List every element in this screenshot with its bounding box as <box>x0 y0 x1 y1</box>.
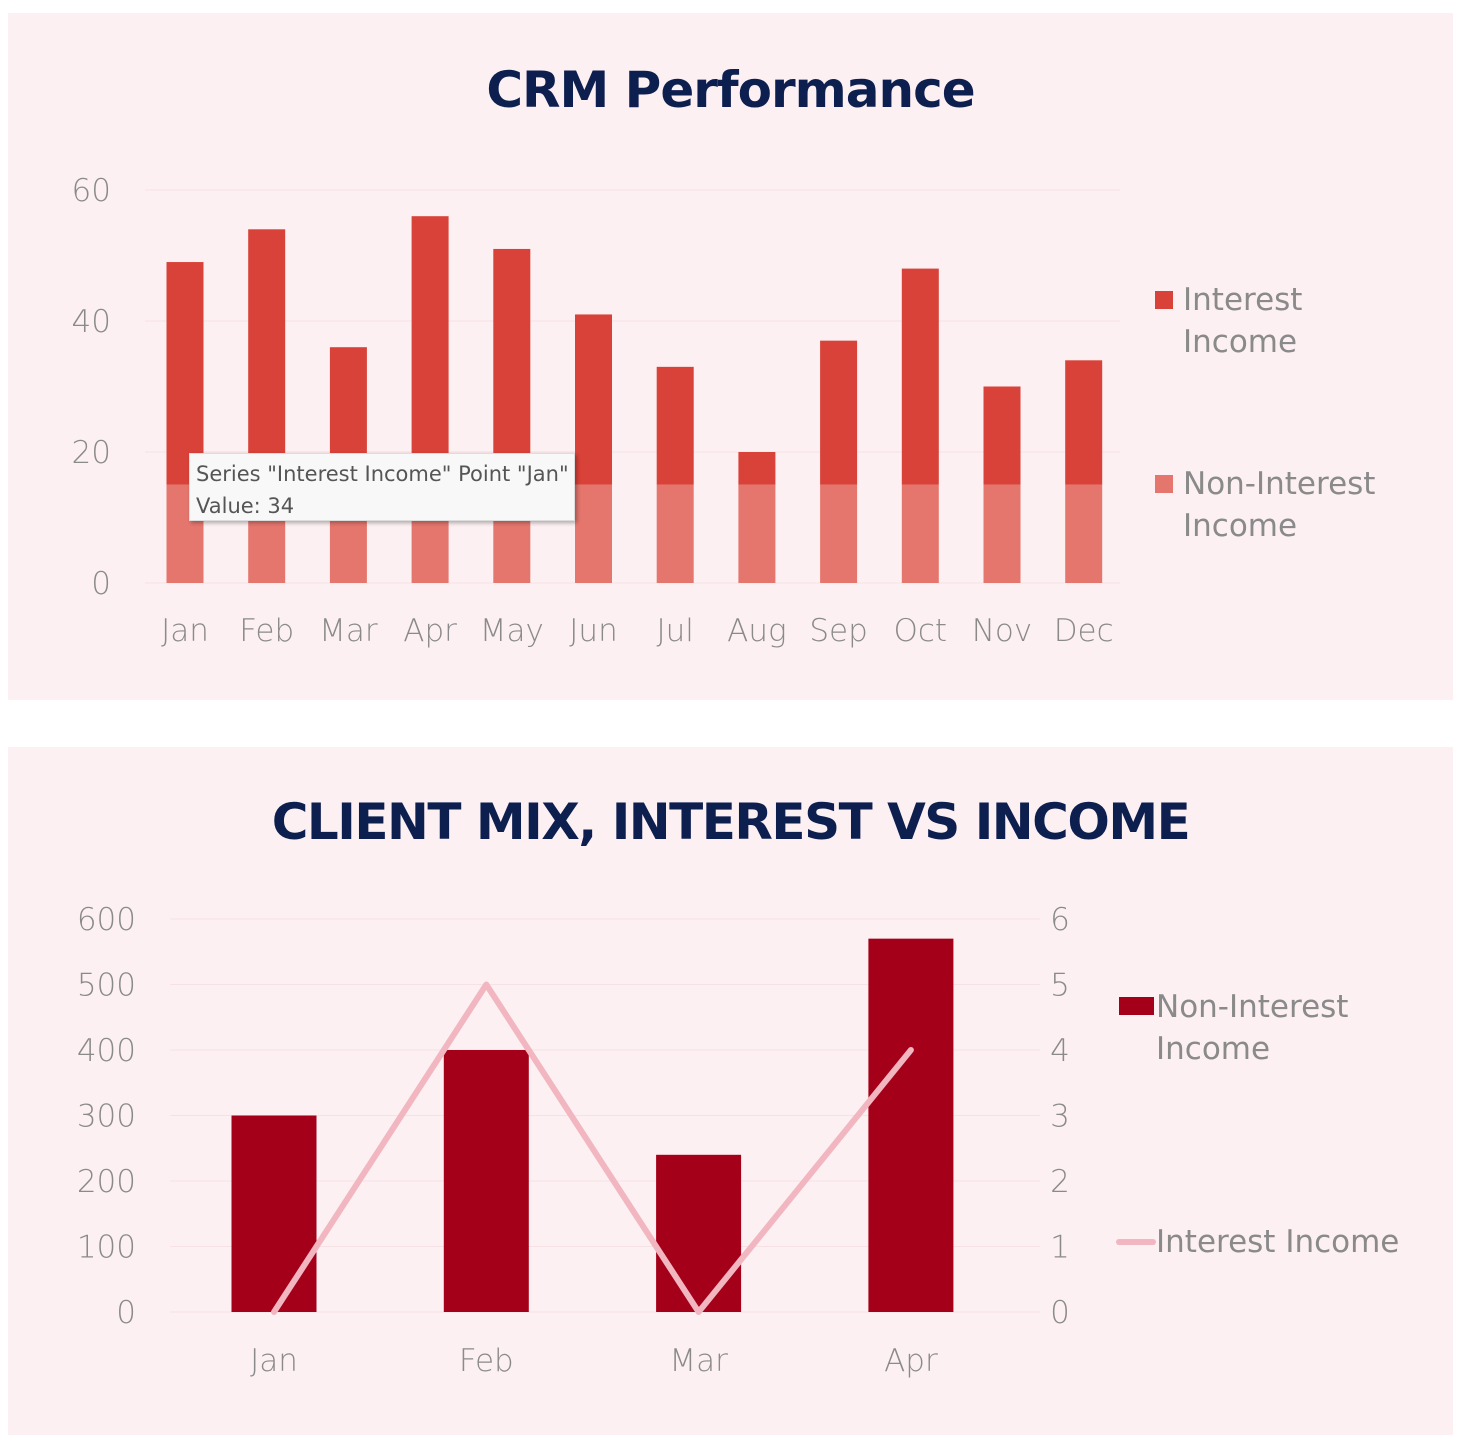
client-mix-chart: 0 100 200 300 400 500 600 0 1 2 3 4 5 6 Jan Feb Mar Apr <box>77 902 1070 1379</box>
y-left-tick-label: 100 <box>77 1230 136 1266</box>
y-left-tick-label: 0 <box>116 1295 136 1331</box>
x-tick-label: Nov <box>972 613 1033 649</box>
x-tick-label: Oct <box>893 613 947 649</box>
bar-interest-income[interactable] <box>493 248 531 485</box>
y-right-tick-label: 5 <box>1050 968 1070 1004</box>
legend-label: Income <box>1183 508 1298 544</box>
y-right-tick-label: 6 <box>1050 902 1070 938</box>
bar-interest-income[interactable] <box>575 314 612 485</box>
legend-label: Non-Interest <box>1156 989 1349 1025</box>
x-tick-label: Sep <box>809 613 867 649</box>
y-right-tick-label: 1 <box>1050 1230 1070 1266</box>
x-tick-label: Apr <box>403 613 457 649</box>
tooltip: Series "Interest Income" Point "Jan" Val… <box>189 453 575 521</box>
chart-title: CLIENT MIX, INTEREST VS INCOME <box>271 793 1191 851</box>
y-tick-label: 0 <box>91 566 111 602</box>
legend-item-interest-income[interactable]: Interest Income <box>1116 1221 1400 1263</box>
legend-swatch <box>1116 1239 1156 1245</box>
tooltip-title: Series "Interest Income" Point "Jan" <box>196 462 569 486</box>
bar-interest-income[interactable] <box>820 340 858 485</box>
x-tick-label: Feb <box>459 1343 514 1379</box>
legend-item-non-interest-income[interactable]: Non-Interest Income <box>1119 986 1349 1070</box>
bar-non-interest-income[interactable] <box>868 938 954 1312</box>
bar-interest-income[interactable] <box>901 268 939 485</box>
tooltip-value: Value: 34 <box>196 494 295 518</box>
bar-non-interest-income[interactable] <box>656 1154 742 1312</box>
y-right-tick-label: 2 <box>1050 1164 1070 1200</box>
legend-label: Income <box>1156 1031 1271 1067</box>
bar-interest-income[interactable] <box>166 262 204 485</box>
legend-label: Interest Income <box>1156 1224 1400 1260</box>
line-interest-income <box>271 981 914 1315</box>
x-tick-label: Jan <box>250 1343 298 1379</box>
y-tick-label: 20 <box>72 435 111 471</box>
x-tick-label: Aug <box>727 613 786 649</box>
bar-interest-income[interactable] <box>411 216 449 485</box>
x-tick-label: Jan <box>161 613 209 649</box>
y-tick-label: 60 <box>72 173 111 209</box>
bar-interest-income[interactable] <box>656 366 694 485</box>
crm-performance-chart: 0 20 40 60 Jan Feb Mar Apr May Jun Jul Aug Sep Oct Nov… <box>72 173 1120 649</box>
legend-swatch <box>1155 291 1173 309</box>
x-tick-label: May <box>480 613 544 649</box>
x-tick-label: Dec <box>1054 613 1114 649</box>
legend-item-interest-income[interactable]: Interest Income <box>1155 279 1303 363</box>
bar-non-interest-income[interactable] <box>575 484 612 583</box>
bar-interest-income[interactable] <box>983 386 1021 485</box>
x-tick-label: Mar <box>319 613 378 649</box>
y-left-tick-label: 300 <box>77 1099 136 1135</box>
y-left-tick-label: 500 <box>77 968 136 1004</box>
legend-label: Non-Interest <box>1183 466 1376 502</box>
legend-label: Interest <box>1183 282 1303 318</box>
y-left-tick-label: 400 <box>77 1033 136 1069</box>
bar-non-interest-income[interactable] <box>1065 484 1103 583</box>
y-right-tick-label: 0 <box>1050 1295 1070 1331</box>
bar-non-interest-income[interactable] <box>231 1115 317 1313</box>
x-tick-label: Feb <box>239 613 294 649</box>
y-left-tick-label: 600 <box>77 902 136 938</box>
bar-non-interest-income[interactable] <box>738 484 776 583</box>
x-tick-label: Jul <box>656 613 693 649</box>
bar-non-interest-income[interactable] <box>983 484 1021 583</box>
y-right-tick-label: 4 <box>1050 1033 1070 1069</box>
bar-interest-income[interactable] <box>738 452 776 485</box>
bar-interest-income[interactable] <box>1065 360 1103 485</box>
bar-non-interest-income[interactable] <box>901 484 939 583</box>
y-right-tick-label: 3 <box>1050 1099 1070 1135</box>
bar-interest-income[interactable] <box>248 229 286 485</box>
chart-title: CRM Performance <box>486 61 975 119</box>
x-tick-label: Mar <box>669 1343 728 1379</box>
legend-swatch <box>1155 475 1173 493</box>
bar-non-interest-income[interactable] <box>820 484 858 583</box>
legend-swatch <box>1119 997 1154 1015</box>
x-tick-label: Apr <box>884 1343 938 1379</box>
legend-item-non-interest-income[interactable]: Non-Interest Income <box>1155 463 1376 547</box>
legend-label: Income <box>1183 324 1298 360</box>
x-tick-label: Jun <box>569 613 617 649</box>
y-tick-label: 40 <box>72 304 111 340</box>
bar-non-interest-income[interactable] <box>656 484 694 583</box>
client-mix-panel: 0 100 200 300 400 500 600 0 1 2 3 4 5 6 Jan Feb Mar Apr C… <box>8 747 1453 1435</box>
bar-non-interest-income[interactable] <box>443 1050 529 1312</box>
crm-performance-panel: 0 20 40 60 Jan Feb Mar Apr May Jun Jul Aug Sep Oct Nov… <box>8 13 1453 700</box>
y-left-tick-label: 200 <box>77 1164 136 1200</box>
